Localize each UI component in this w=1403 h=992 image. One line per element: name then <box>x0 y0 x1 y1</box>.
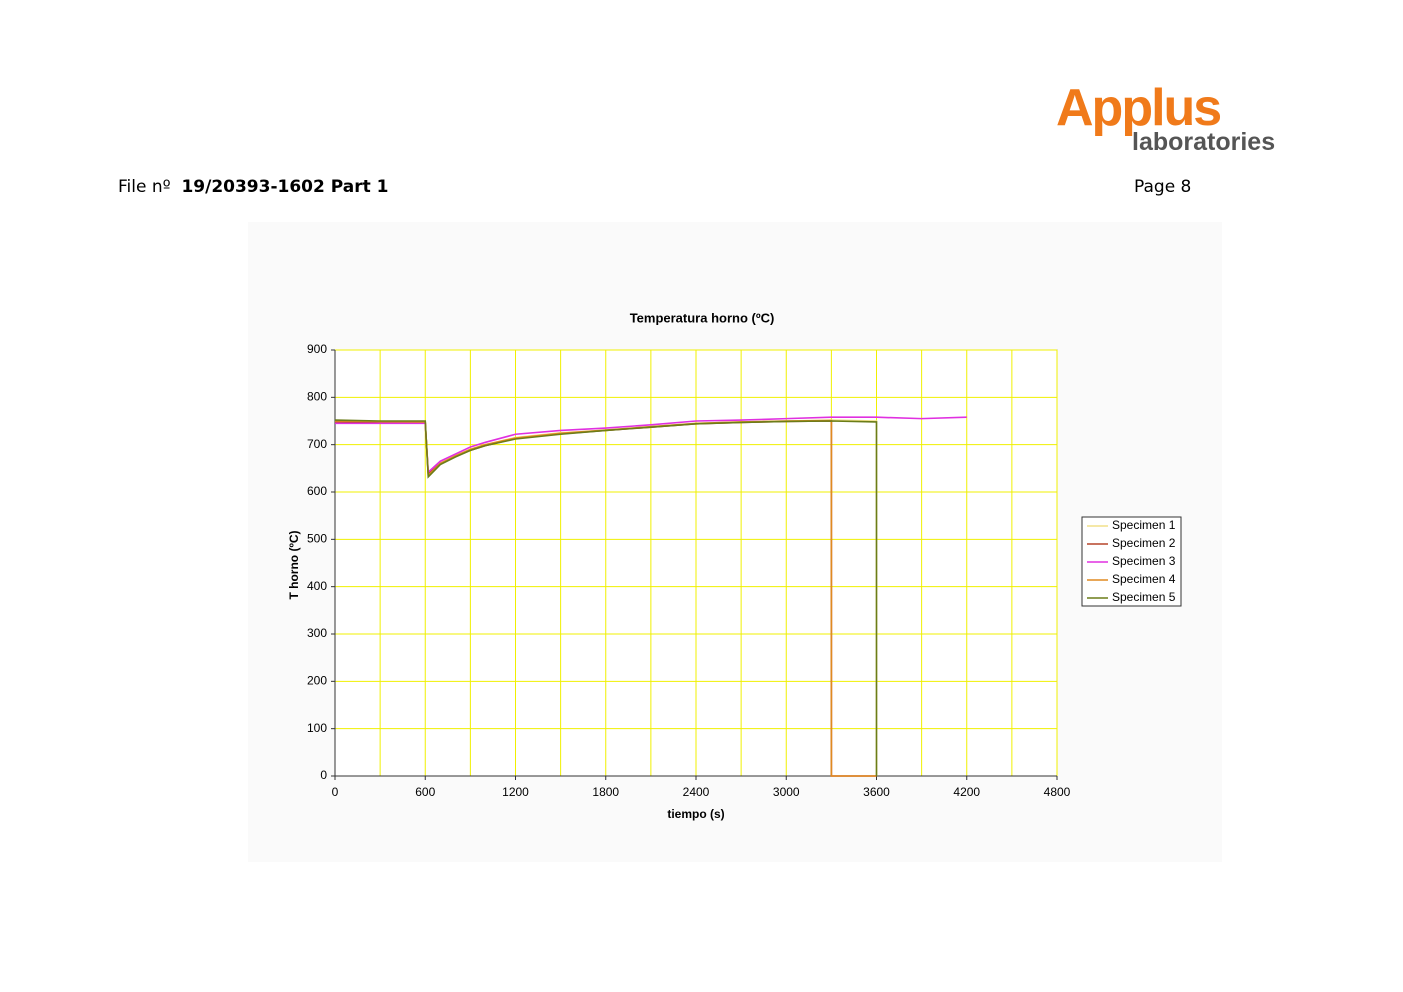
x-tick-label: 0 <box>332 785 339 799</box>
legend-label: Specimen 1 <box>1112 518 1176 532</box>
y-tick-label: 500 <box>307 532 327 546</box>
y-tick-label: 200 <box>307 674 327 688</box>
y-tick-label: 100 <box>307 721 327 735</box>
y-tick-label: 900 <box>307 342 327 356</box>
x-axis-label: tiempo (s) <box>667 807 724 821</box>
chart-title: Temperatura horno (ºC) <box>630 310 775 325</box>
y-tick-label: 300 <box>307 626 327 640</box>
x-tick-label: 1200 <box>502 785 529 799</box>
x-tick-label: 3000 <box>773 785 800 799</box>
legend-label: Specimen 4 <box>1112 572 1176 586</box>
x-tick-label: 600 <box>415 785 435 799</box>
x-tick-label: 4200 <box>953 785 980 799</box>
y-tick-label: 700 <box>307 437 327 451</box>
file-label: File nº <box>118 177 171 197</box>
x-tick-label: 4800 <box>1044 785 1071 799</box>
page-number: Page 8 <box>1134 177 1192 197</box>
y-tick-label: 800 <box>307 390 327 404</box>
file-number: 19/20393-1602 Part 1 <box>181 177 389 197</box>
data-line <box>334 419 878 776</box>
logo-sub: laboratories <box>1132 128 1276 156</box>
legend-label: Specimen 2 <box>1112 536 1176 550</box>
y-tick-label: 0 <box>320 768 327 782</box>
y-tick-label: 400 <box>307 579 327 593</box>
y-tick-label: 600 <box>307 484 327 498</box>
legend-label: Specimen 3 <box>1112 554 1176 568</box>
y-axis-label: T horno (ºC) <box>287 530 301 599</box>
logo-main: Applus <box>1056 79 1222 137</box>
legend-label: Specimen 5 <box>1112 590 1176 604</box>
x-tick-label: 3600 <box>863 785 890 799</box>
x-tick-label: 1800 <box>592 785 619 799</box>
x-tick-label: 2400 <box>683 785 710 799</box>
file-line: File nº 19/20393-1602 Part 1 <box>118 177 388 197</box>
